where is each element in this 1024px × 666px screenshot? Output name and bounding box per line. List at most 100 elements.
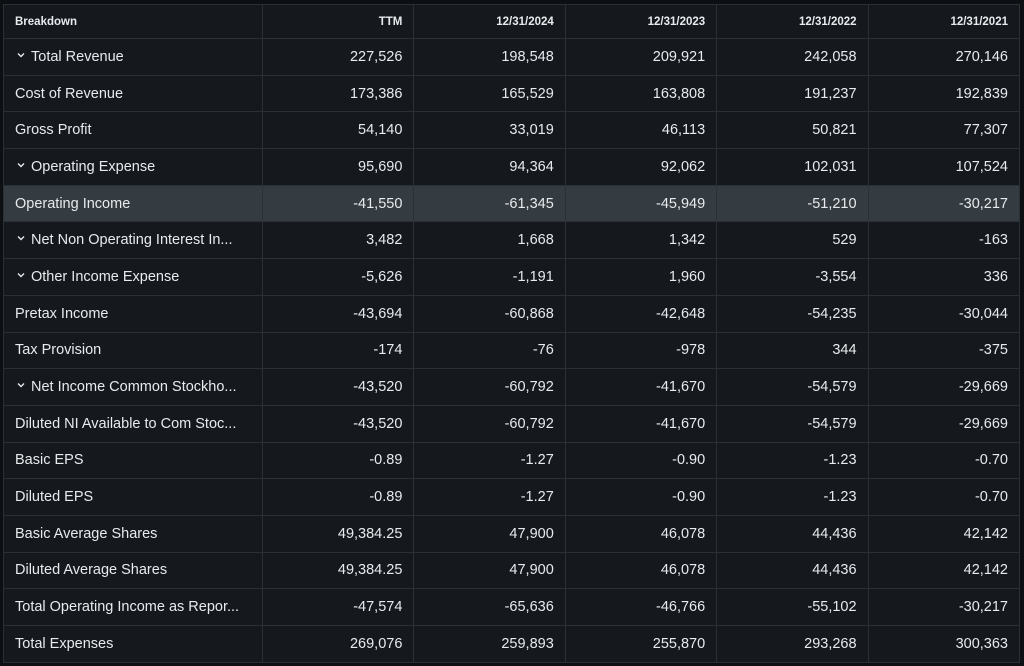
value-cell: -30,217	[867, 588, 1021, 626]
row: Total Revenue 227,526 198,548 209,921 242,05…	[3, 38, 1021, 76]
value-cell: -54,579	[716, 368, 869, 406]
row-label: Tax Provision	[3, 331, 263, 370]
value-cell: 163,808	[564, 74, 718, 113]
value-cell: 49,384.25	[261, 514, 415, 553]
row-label: Basic Average Shares	[3, 514, 263, 553]
value-cell: -0.70	[867, 441, 1021, 480]
header-cell: 12/31/2021	[867, 4, 1021, 39]
value-cell: -978	[564, 331, 718, 370]
header-cell: 12/31/2024	[413, 4, 566, 39]
value-cell: 529	[716, 221, 869, 260]
header-label: Breakdown	[3, 4, 263, 39]
row: Pretax Income -43,694 -60,868 -42,648 -54,23…	[3, 294, 1021, 333]
value-cell: -51,210	[716, 184, 869, 223]
value-cell: 1,668	[413, 221, 566, 260]
value-cell: 198,548	[413, 38, 566, 76]
value-cell: 33,019	[413, 111, 566, 150]
value-cell: 1,960	[564, 258, 718, 296]
value-cell: -30,044	[867, 294, 1021, 333]
value-cell: -65,636	[413, 588, 566, 626]
row: Total Operating Income as Repor... -47,57…	[3, 588, 1021, 626]
expand-chevron[interactable]	[16, 50, 26, 60]
row: Diluted NI Available to Com Stoc... -43,5…	[3, 404, 1021, 443]
row-label: Cost of Revenue	[3, 74, 263, 113]
label: Net Non Operating Interest In...	[31, 232, 233, 249]
row-label: Diluted EPS	[3, 478, 263, 516]
value-cell: 102,031	[716, 148, 869, 186]
value-cell: 227,526	[261, 38, 415, 76]
row: Basic EPS -0.89 -1.27 -0.90 -1.23 -0.70	[3, 441, 1021, 480]
financials-table: Breakdown TTM 12/31/2024 12/31/2023 12/31/20…	[3, 4, 1021, 663]
value-cell: -0.89	[261, 478, 415, 516]
header-cell: 12/31/2022	[716, 4, 869, 39]
row: Net Non Operating Interest In... 3,482 1,6…	[3, 221, 1021, 260]
row: Diluted EPS -0.89 -1.27 -0.90 -1.23 -0.70	[3, 478, 1021, 516]
row-label: Diluted Average Shares	[3, 551, 263, 590]
label: Net Income Common Stockho...	[31, 379, 237, 396]
row-label: Other Income Expense	[3, 258, 263, 296]
row-label: Operating Income	[3, 184, 263, 223]
value-cell: -61,345	[413, 184, 566, 223]
value-cell: 47,900	[413, 551, 566, 590]
row: Gross Profit 54,140 33,019 46,113 50,821 77,3…	[3, 111, 1021, 150]
value-cell: -1.27	[413, 441, 566, 480]
value-cell: 42,142	[867, 514, 1021, 553]
row-label: Operating Expense	[3, 148, 263, 186]
row: Operating Expense 95,690 94,364 92,062 102,0…	[3, 148, 1021, 186]
value-cell: -42,648	[564, 294, 718, 333]
row-label: Net Non Operating Interest In...	[3, 221, 263, 260]
value-cell: 255,870	[564, 625, 718, 663]
value-cell: -60,792	[413, 404, 566, 443]
value-cell: 46,113	[564, 111, 718, 150]
row-label: Total Revenue	[3, 38, 263, 76]
value-cell: 107,524	[867, 148, 1021, 186]
row: Diluted Average Shares 49,384.25 47,900 46,…	[3, 551, 1021, 590]
value-cell: -3,554	[716, 258, 869, 296]
value-cell: 192,839	[867, 74, 1021, 113]
value-cell: 270,146	[867, 38, 1021, 76]
value-cell: 44,436	[716, 551, 869, 590]
value-cell: -43,520	[261, 404, 415, 443]
value-cell: 54,140	[261, 111, 415, 150]
value-cell: -163	[867, 221, 1021, 260]
value-cell: 44,436	[716, 514, 869, 553]
value-cell: 344	[716, 331, 869, 370]
expand-chevron[interactable]	[16, 160, 26, 170]
value-cell: 49,384.25	[261, 551, 415, 590]
value-cell: -375	[867, 331, 1021, 370]
value-cell: 209,921	[564, 38, 718, 76]
value-cell: 46,078	[564, 514, 718, 553]
value-cell: 300,363	[867, 625, 1021, 663]
value-cell: -46,766	[564, 588, 718, 626]
header-row: Breakdown TTM 12/31/2024 12/31/2023 12/31/20…	[3, 4, 1021, 39]
value-cell: -41,670	[564, 368, 718, 406]
row-label: Net Income Common Stockho...	[3, 368, 263, 406]
value-cell: -43,694	[261, 294, 415, 333]
value-cell: 94,364	[413, 148, 566, 186]
value-cell: -174	[261, 331, 415, 370]
expand-chevron[interactable]	[16, 233, 26, 243]
row: Net Income Common Stockho... -43,520 -60,7…	[3, 368, 1021, 406]
expand-chevron[interactable]	[16, 270, 26, 280]
value-cell: -76	[413, 331, 566, 370]
value-cell: -30,217	[867, 184, 1021, 223]
value-cell: -47,574	[261, 588, 415, 626]
value-cell: 3,482	[261, 221, 415, 260]
value-cell: 46,078	[564, 551, 718, 590]
row-label: Gross Profit	[3, 111, 263, 150]
value-cell: -1,191	[413, 258, 566, 296]
value-cell: 47,900	[413, 514, 566, 553]
value-cell: 259,893	[413, 625, 566, 663]
row: Tax Provision -174 -76 -978 344 -375	[3, 331, 1021, 370]
row: Basic Average Shares 49,384.25 47,900 46,07…	[3, 514, 1021, 553]
value-cell: -1.23	[716, 441, 869, 480]
value-cell: -29,669	[867, 404, 1021, 443]
value-cell: 242,058	[716, 38, 869, 76]
value-cell: -0.90	[564, 478, 718, 516]
expand-chevron[interactable]	[16, 380, 26, 390]
value-cell: 50,821	[716, 111, 869, 150]
value-cell: -41,550	[261, 184, 415, 223]
value-cell: -55,102	[716, 588, 869, 626]
